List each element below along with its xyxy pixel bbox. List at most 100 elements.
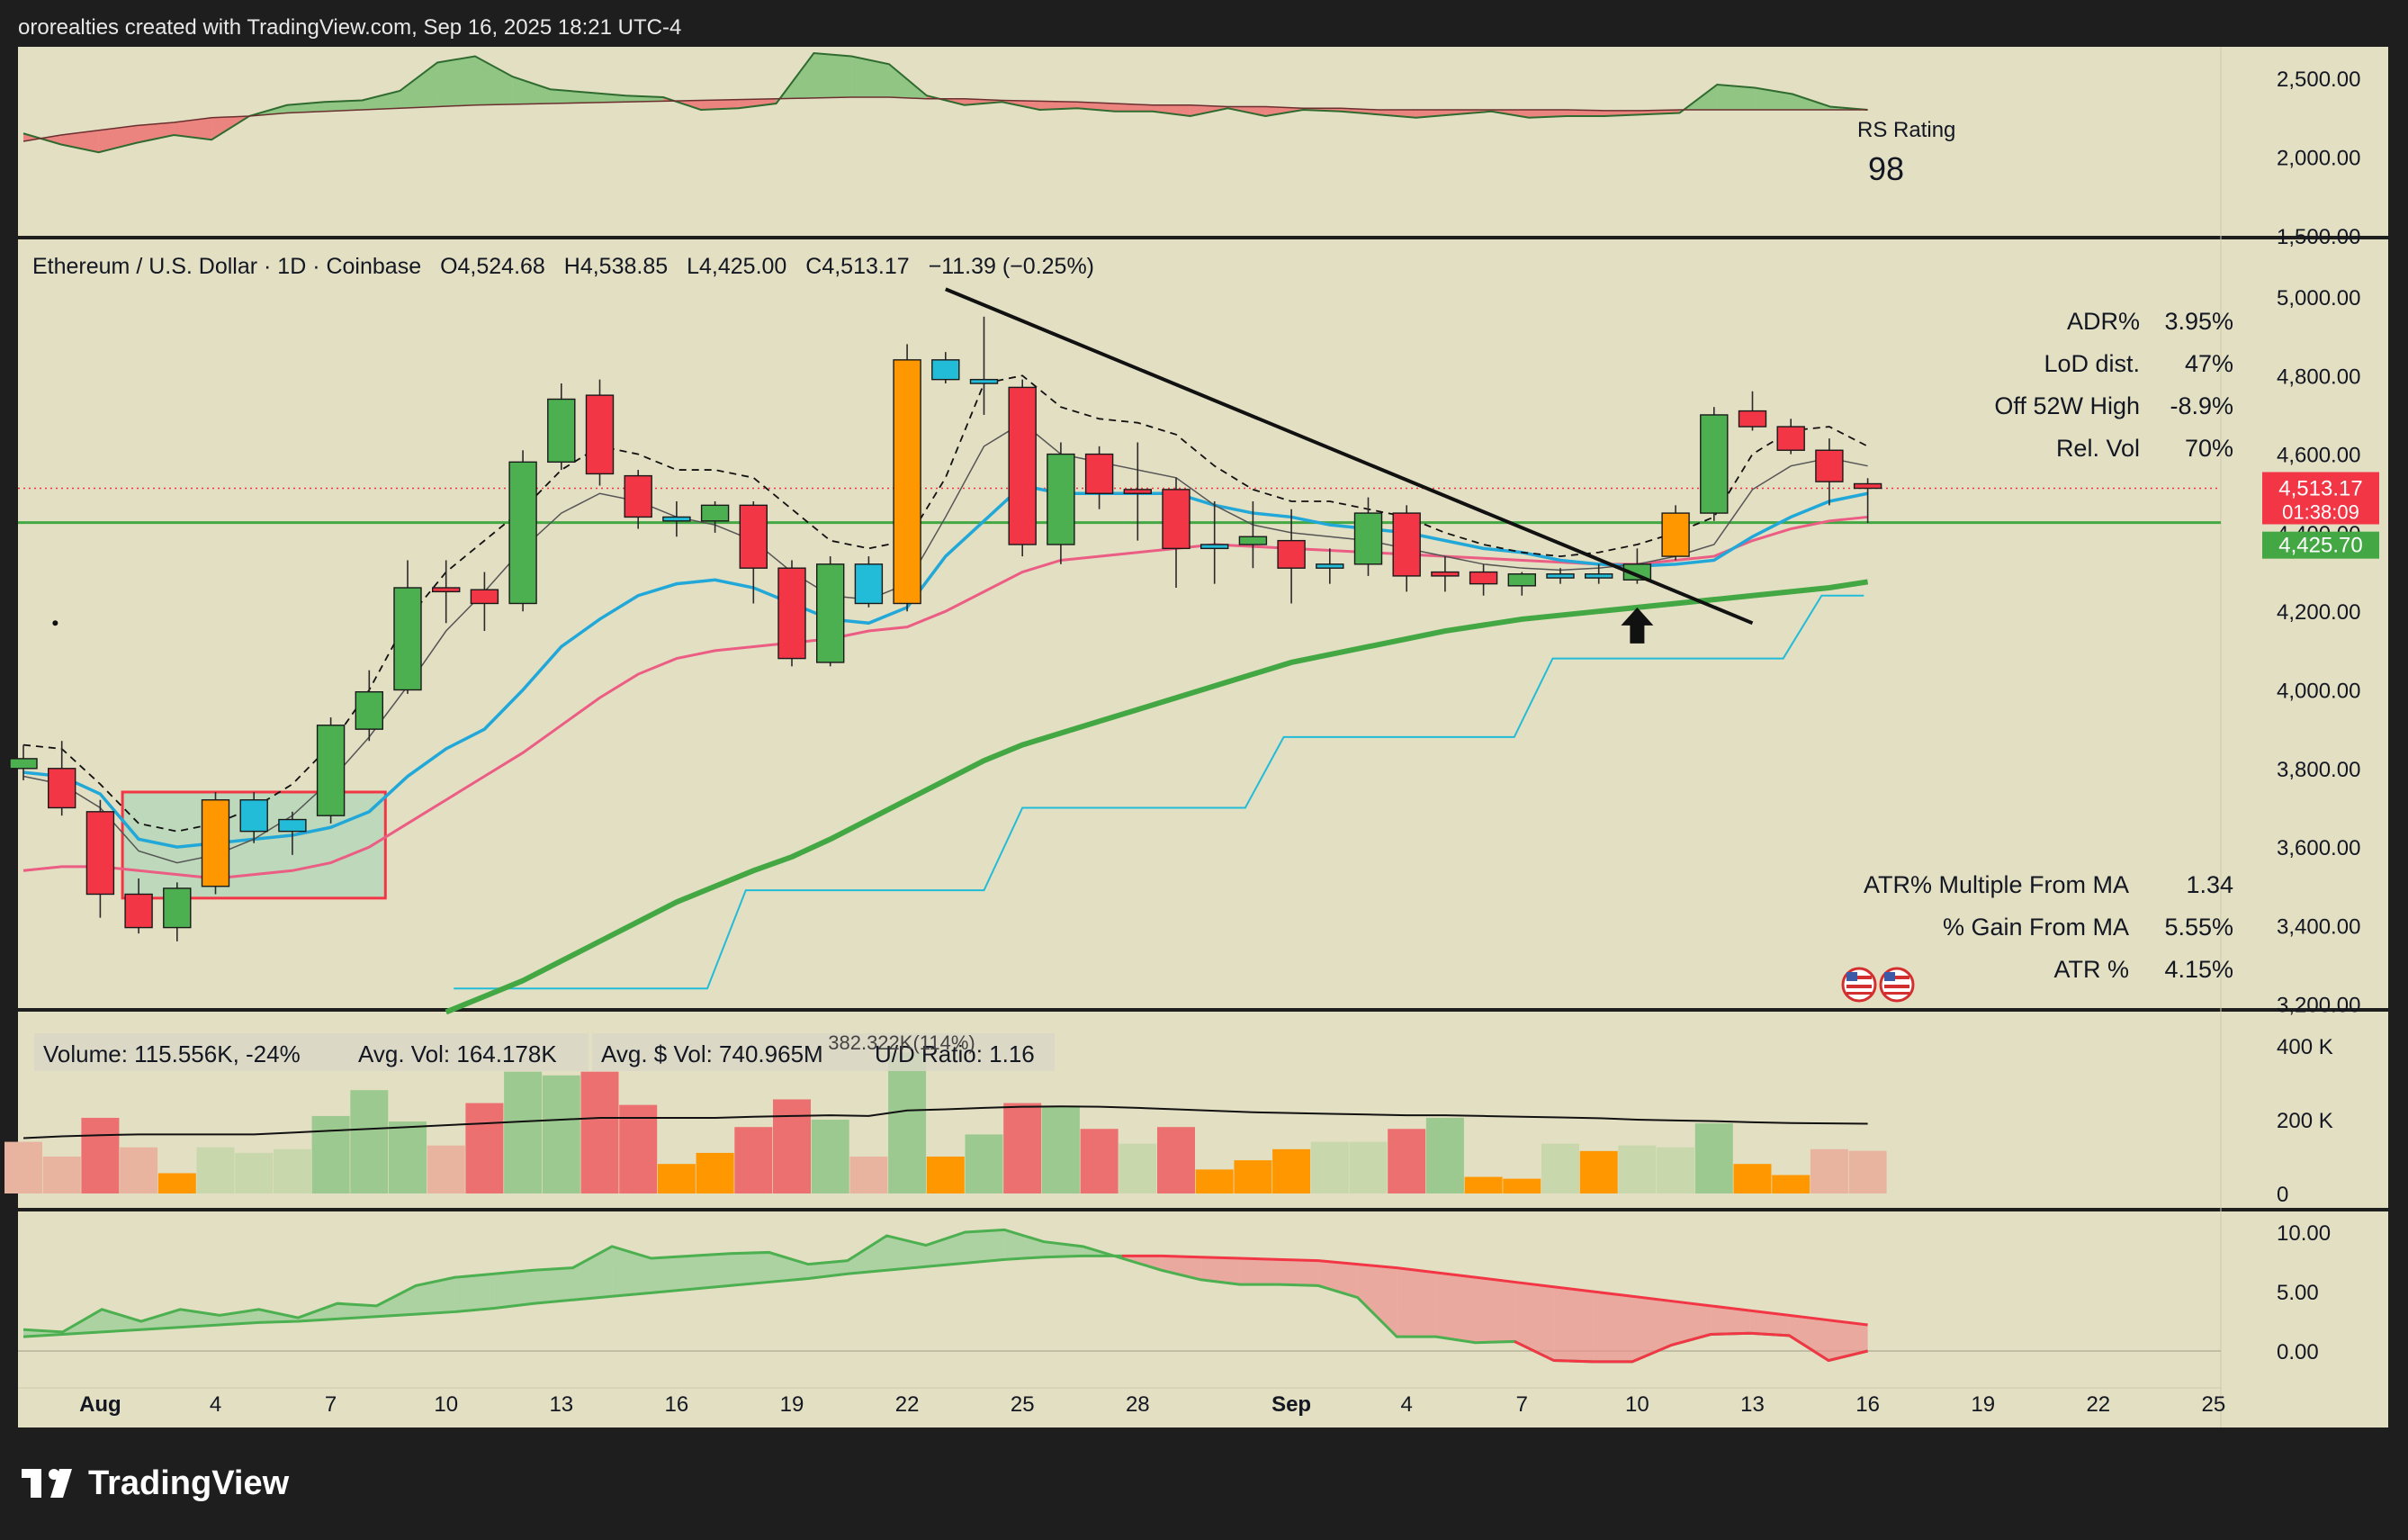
price-axis-tick: 3,200.00 — [2277, 994, 2360, 1018]
candle — [739, 500, 768, 604]
rs-line — [22, 51, 1868, 154]
rs-fill-segment — [362, 91, 400, 110]
volume-bar — [4, 1141, 42, 1193]
rs-ma-line — [22, 96, 1868, 142]
candle — [1469, 563, 1498, 596]
ohlc-change: −11.39 (−0.25%) — [929, 254, 1094, 279]
candle — [1123, 442, 1153, 541]
price-axis-tick: 3,400.00 — [2277, 914, 2360, 939]
candle-body — [931, 359, 960, 381]
price-axis-tick: 4,000.00 — [2277, 680, 2360, 704]
stat-value: 3.95% — [2164, 308, 2233, 335]
candle — [1431, 556, 1460, 592]
ohlc-open: O4,524.68 — [440, 254, 545, 279]
candle-body — [1700, 414, 1729, 514]
candle — [1622, 548, 1652, 584]
osc-fill-segment — [1435, 1272, 1476, 1343]
time-axis-tick: 13 — [1740, 1392, 1765, 1417]
osc-fill-segment — [1749, 1310, 1790, 1336]
volume-bar — [1041, 1106, 1080, 1193]
volume-axis-tick: 200 K — [2277, 1109, 2333, 1133]
time-axis-tick: 10 — [1625, 1392, 1649, 1417]
oscillator-panel-background — [18, 1211, 2388, 1427]
candle-body — [1815, 449, 1844, 482]
candle-body — [278, 818, 307, 833]
candle-body — [1469, 571, 1498, 585]
rs-fill-segment — [324, 100, 363, 112]
volume-info-text: Volume: 115.556K, -24% — [43, 1040, 301, 1067]
stat-label: LoD dist. — [2044, 350, 2140, 377]
osc-fill-segment — [494, 1270, 534, 1309]
volume-bar — [773, 1099, 811, 1193]
volume-bar — [1618, 1145, 1657, 1193]
rs-line-panel: 2,500.00 2,000.00 1,500.00 — [22, 51, 2360, 249]
candle-body — [700, 504, 730, 522]
price-axis-tick: 3,800.00 — [2277, 758, 2360, 782]
osc-fill-segment — [965, 1229, 1005, 1264]
osc-fill-segment — [847, 1235, 887, 1274]
volume-bar — [965, 1134, 1003, 1193]
rs-fill-segment — [136, 122, 175, 143]
time-axis-tick: 22 — [2086, 1392, 2110, 1417]
osc-fill-segment — [1200, 1256, 1240, 1285]
volume-bar — [1003, 1103, 1042, 1193]
volume-bar — [888, 1052, 927, 1193]
us-flag-icon — [1841, 967, 1877, 1003]
candle — [124, 878, 153, 934]
volume-bar — [734, 1127, 773, 1193]
volume-info-box — [349, 1033, 589, 1071]
candle — [777, 560, 806, 667]
osc-fill-segment — [1239, 1258, 1280, 1285]
osc-fill-segment — [729, 1252, 769, 1286]
candle — [1277, 509, 1306, 604]
osc-axis-tick: 5.00 — [2277, 1281, 2319, 1305]
volume-bar — [619, 1104, 658, 1193]
candle-body — [662, 516, 691, 522]
osc-fill-segment — [886, 1235, 926, 1271]
volume-bar — [1195, 1169, 1234, 1193]
candle — [547, 383, 576, 471]
candle-body — [355, 690, 383, 730]
candle-body — [1853, 482, 1882, 490]
time-axis-tick: 16 — [1855, 1392, 1880, 1417]
volume-bar — [465, 1103, 504, 1193]
time-axis-tick: 19 — [780, 1392, 804, 1417]
candle-body — [585, 394, 615, 475]
rs-fill-segment — [1152, 104, 1191, 116]
volume-bar — [1503, 1178, 1541, 1193]
rs-axis-tick: 2,000.00 — [2277, 147, 2360, 171]
volume-bar — [273, 1148, 311, 1193]
candle-body — [1507, 573, 1537, 587]
rs-fill-segment — [60, 130, 99, 153]
candle-body — [85, 811, 115, 896]
time-axis-tick: 16 — [665, 1392, 689, 1417]
candle-body — [1546, 573, 1575, 579]
candle — [1507, 572, 1537, 596]
candle — [969, 316, 999, 415]
candle — [1738, 391, 1767, 431]
candle-body — [432, 587, 461, 593]
time-axis: Aug 4 7 10 13 16 19 22 25 28 Sep 4 7 10 13 16 19 22 25 — [79, 1392, 2225, 1417]
time-axis-tick: 25 — [1011, 1392, 1035, 1417]
volume-bar — [657, 1164, 696, 1193]
volume-bar — [81, 1117, 120, 1193]
breakout-arrow-icon — [1621, 607, 1654, 644]
rs-fill-segment — [474, 56, 513, 105]
candle-body — [316, 725, 346, 816]
volume-bar — [1579, 1150, 1618, 1193]
volume-bar — [235, 1152, 274, 1193]
candle — [1200, 500, 1229, 584]
candle-body — [1661, 512, 1690, 557]
volume-bar — [926, 1157, 965, 1193]
candle — [585, 379, 615, 486]
candle — [1546, 568, 1575, 584]
price-axis-tick: 4,800.00 — [2277, 365, 2360, 389]
time-axis-tick: 13 — [549, 1392, 573, 1417]
rs-fill-segment — [98, 125, 137, 153]
osc-fill-segment — [102, 1309, 141, 1332]
candle — [816, 556, 845, 667]
candle — [1316, 548, 1344, 584]
osc-fill-segment — [1514, 1282, 1554, 1361]
